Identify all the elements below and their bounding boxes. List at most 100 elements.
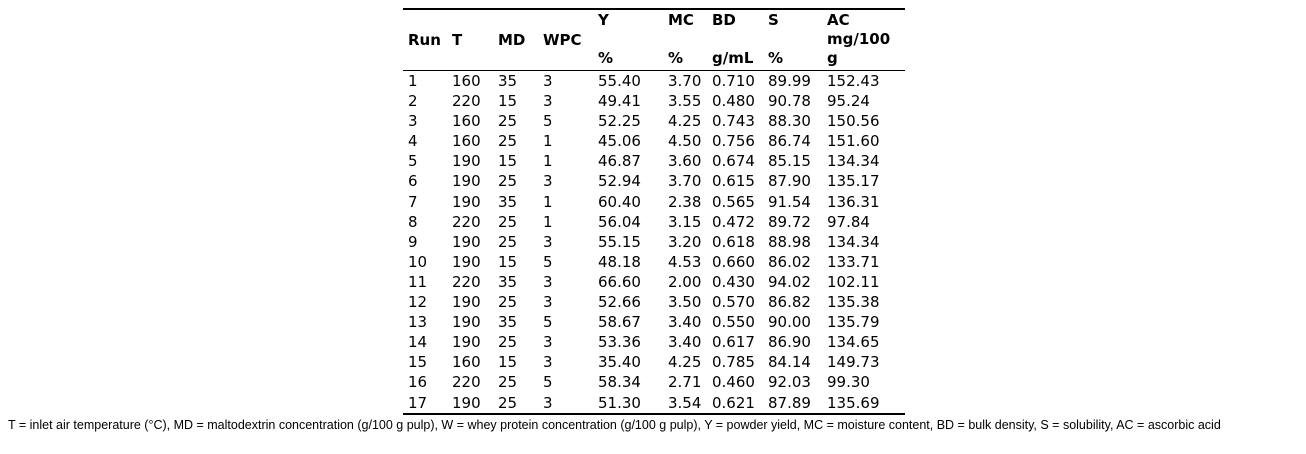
table-cell-run: 1 <box>408 72 418 90</box>
table-cell-s: 89.99 <box>768 72 811 90</box>
table-cell-t: 220 <box>452 373 481 392</box>
table-cell-ac: 135.17 <box>827 172 880 191</box>
table-cell-md: 35 <box>498 72 518 90</box>
table-cell-y: 35.40 <box>598 353 641 372</box>
table-cell-y: 52.94 <box>598 172 641 191</box>
column-header-line: WPC <box>543 30 582 49</box>
table-cell-bd: 0.565 <box>712 192 755 211</box>
table-cell-t: 190 <box>452 313 481 332</box>
table-cell-bd: 0.570 <box>712 293 755 312</box>
table-row: 10 190 15 5 48.18 4.53 0.660 86.02 133.71 <box>403 252 905 272</box>
table-cell-bd: 0.743 <box>712 112 755 131</box>
column-header-y: Y% <box>598 9 668 71</box>
table-cell-t: 190 <box>452 192 481 211</box>
table-cell-y: 51.30 <box>598 393 641 412</box>
table-row: 16 220 25 5 58.34 2.71 0.460 92.03 99.30 <box>403 372 905 392</box>
table-cell-s: 86.82 <box>768 293 811 312</box>
table-cell-mc: 3.40 <box>668 313 702 332</box>
table-cell-ac: 99.30 <box>827 373 870 392</box>
table-cell-s: 94.02 <box>768 272 811 291</box>
table-cell-run: 3 <box>408 112 418 131</box>
table-row: 6 190 25 3 52.94 3.70 0.615 87.90 135.17 <box>403 171 905 191</box>
column-header-line: g <box>827 49 838 67</box>
table-cell-mc: 2.00 <box>668 272 702 291</box>
table-cell-md: 25 <box>498 132 518 151</box>
table-cell-wpc: 5 <box>543 313 553 332</box>
column-header-ac: AC mg/100 g <box>827 9 905 71</box>
table-cell-wpc: 5 <box>543 252 553 271</box>
table-footnote: T = inlet air temperature (°C), MD = mal… <box>8 418 1221 432</box>
table-cell-ac: 95.24 <box>827 92 870 111</box>
table-cell-y: 48.18 <box>598 252 641 271</box>
table-cell-wpc: 3 <box>543 272 553 291</box>
table-cell-s: 87.90 <box>768 172 811 191</box>
table-cell-s: 84.14 <box>768 353 811 372</box>
column-header-line: % <box>768 49 784 67</box>
table-cell-ac: 135.79 <box>827 313 880 332</box>
table-row: 12 190 25 3 52.66 3.50 0.570 86.82 135.38 <box>403 292 905 312</box>
column-header-line: % <box>668 49 684 67</box>
table-cell-wpc: 3 <box>543 172 553 191</box>
table-cell-t: 220 <box>452 212 481 231</box>
table-cell-t: 190 <box>452 232 481 251</box>
table-cell-md: 15 <box>498 152 518 171</box>
table-cell-wpc: 5 <box>543 112 553 131</box>
table-cell-mc: 3.54 <box>668 393 702 412</box>
table-cell-wpc: 3 <box>543 293 553 312</box>
table-cell-ac: 151.60 <box>827 132 880 151</box>
table-cell-y: 66.60 <box>598 272 641 291</box>
table-cell-md: 25 <box>498 393 518 412</box>
table-row: 1 160 35 3 55.40 3.70 0.710 89.99 152.43 <box>403 71 905 92</box>
table-cell-mc: 3.60 <box>668 152 702 171</box>
table-cell-md: 25 <box>498 172 518 191</box>
table-cell-run: 5 <box>408 152 418 171</box>
table-cell-t: 160 <box>452 132 481 151</box>
table-cell-bd: 0.674 <box>712 152 755 171</box>
table-cell-mc: 3.15 <box>668 212 702 231</box>
table-cell-wpc: 1 <box>543 152 553 171</box>
table-cell-y: 46.87 <box>598 152 641 171</box>
table-cell-wpc: 1 <box>543 192 553 211</box>
column-header-line: Run <box>408 30 441 49</box>
column-header-line: % <box>598 49 614 67</box>
table-cell-run: 10 <box>408 252 428 271</box>
table-row: 14 190 25 3 53.36 3.40 0.617 86.90 134.65 <box>403 332 905 352</box>
table-cell-md: 15 <box>498 92 518 111</box>
table-cell-y: 53.36 <box>598 333 641 352</box>
table-cell-md: 25 <box>498 373 518 392</box>
table-cell-run: 11 <box>408 272 428 291</box>
table-cell-s: 92.03 <box>768 373 811 392</box>
table-row: 13 190 35 5 58.67 3.40 0.550 90.00 135.79 <box>403 312 905 332</box>
table-cell-t: 190 <box>452 172 481 191</box>
table-cell-s: 86.74 <box>768 132 811 151</box>
table-cell-t: 190 <box>452 293 481 312</box>
table-cell-t: 190 <box>452 152 481 171</box>
table-cell-md: 25 <box>498 333 518 352</box>
column-header-line: AC <box>827 11 850 29</box>
table-cell-run: 6 <box>408 172 418 191</box>
table-cell-bd: 0.785 <box>712 353 755 372</box>
table-cell-bd: 0.430 <box>712 272 755 291</box>
table-cell-md: 25 <box>498 232 518 251</box>
table-cell-wpc: 3 <box>543 72 553 90</box>
table-cell-s: 91.54 <box>768 192 811 211</box>
column-header-line: T <box>452 30 463 49</box>
table-cell-mc: 4.53 <box>668 252 702 271</box>
table-cell-ac: 135.69 <box>827 393 880 412</box>
table-cell-t: 190 <box>452 333 481 352</box>
table-cell-s: 87.89 <box>768 393 811 412</box>
column-header-line: MD <box>498 30 526 49</box>
table-cell-md: 15 <box>498 353 518 372</box>
table-cell-run: 14 <box>408 333 428 352</box>
column-header-run: Run <box>403 9 452 71</box>
table-cell-run: 17 <box>408 393 428 412</box>
table-cell-y: 49.41 <box>598 92 641 111</box>
column-header-line: g/mL <box>712 49 754 67</box>
table-cell-y: 58.67 <box>598 313 641 332</box>
table-cell-y: 52.25 <box>598 112 641 131</box>
table-cell-s: 88.98 <box>768 232 811 251</box>
column-header-bd: BD g/mL <box>712 9 768 71</box>
table-cell-run: 15 <box>408 353 428 372</box>
table-cell-mc: 2.71 <box>668 373 702 392</box>
